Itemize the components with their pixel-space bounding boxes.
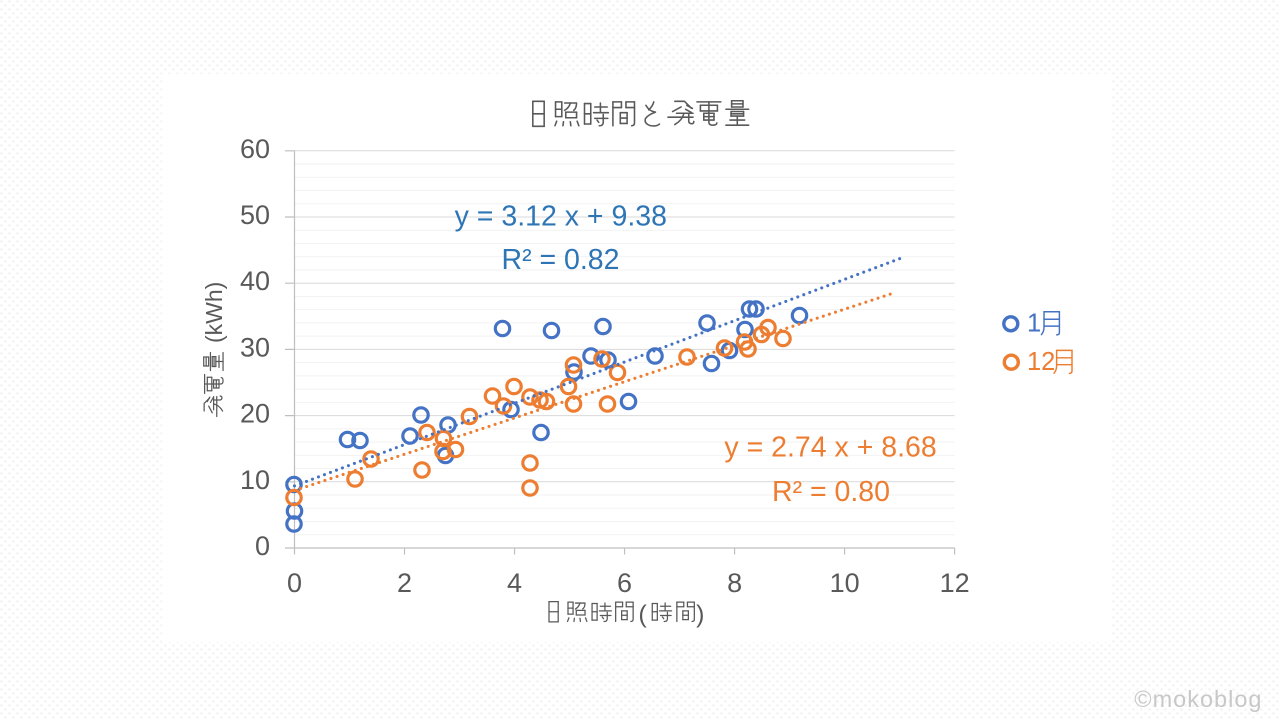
svg-text:0: 0 xyxy=(287,568,302,598)
svg-text:10: 10 xyxy=(240,465,270,495)
svg-text:2: 2 xyxy=(397,568,412,598)
svg-text:(: ( xyxy=(638,601,647,629)
svg-text:30: 30 xyxy=(240,332,270,362)
svg-text:y = 2.74 x + 8.68: y = 2.74 x + 8.68 xyxy=(724,432,936,464)
svg-text:20: 20 xyxy=(240,399,270,429)
svg-text:12: 12 xyxy=(940,568,970,598)
svg-text:8: 8 xyxy=(727,568,742,598)
svg-text:50: 50 xyxy=(240,200,270,230)
svg-text:4: 4 xyxy=(507,568,522,598)
svg-text:1: 1 xyxy=(1027,310,1041,338)
svg-text:R² = 0.82: R² = 0.82 xyxy=(501,244,619,276)
svg-text:©mokoblog: ©mokoblog xyxy=(1134,686,1262,712)
svg-text:R² = 0.80: R² = 0.80 xyxy=(772,476,890,508)
svg-text:60: 60 xyxy=(240,134,270,164)
svg-text:6: 6 xyxy=(617,568,632,598)
svg-text:12: 12 xyxy=(1027,348,1055,376)
svg-text:40: 40 xyxy=(240,266,270,296)
svg-text:(kWh): (kWh) xyxy=(201,282,227,343)
svg-text:0: 0 xyxy=(255,531,270,561)
svg-text:10: 10 xyxy=(830,568,860,598)
svg-text:y = 3.12 x + 9.38: y = 3.12 x + 9.38 xyxy=(455,201,667,233)
svg-text:): ) xyxy=(696,601,704,629)
